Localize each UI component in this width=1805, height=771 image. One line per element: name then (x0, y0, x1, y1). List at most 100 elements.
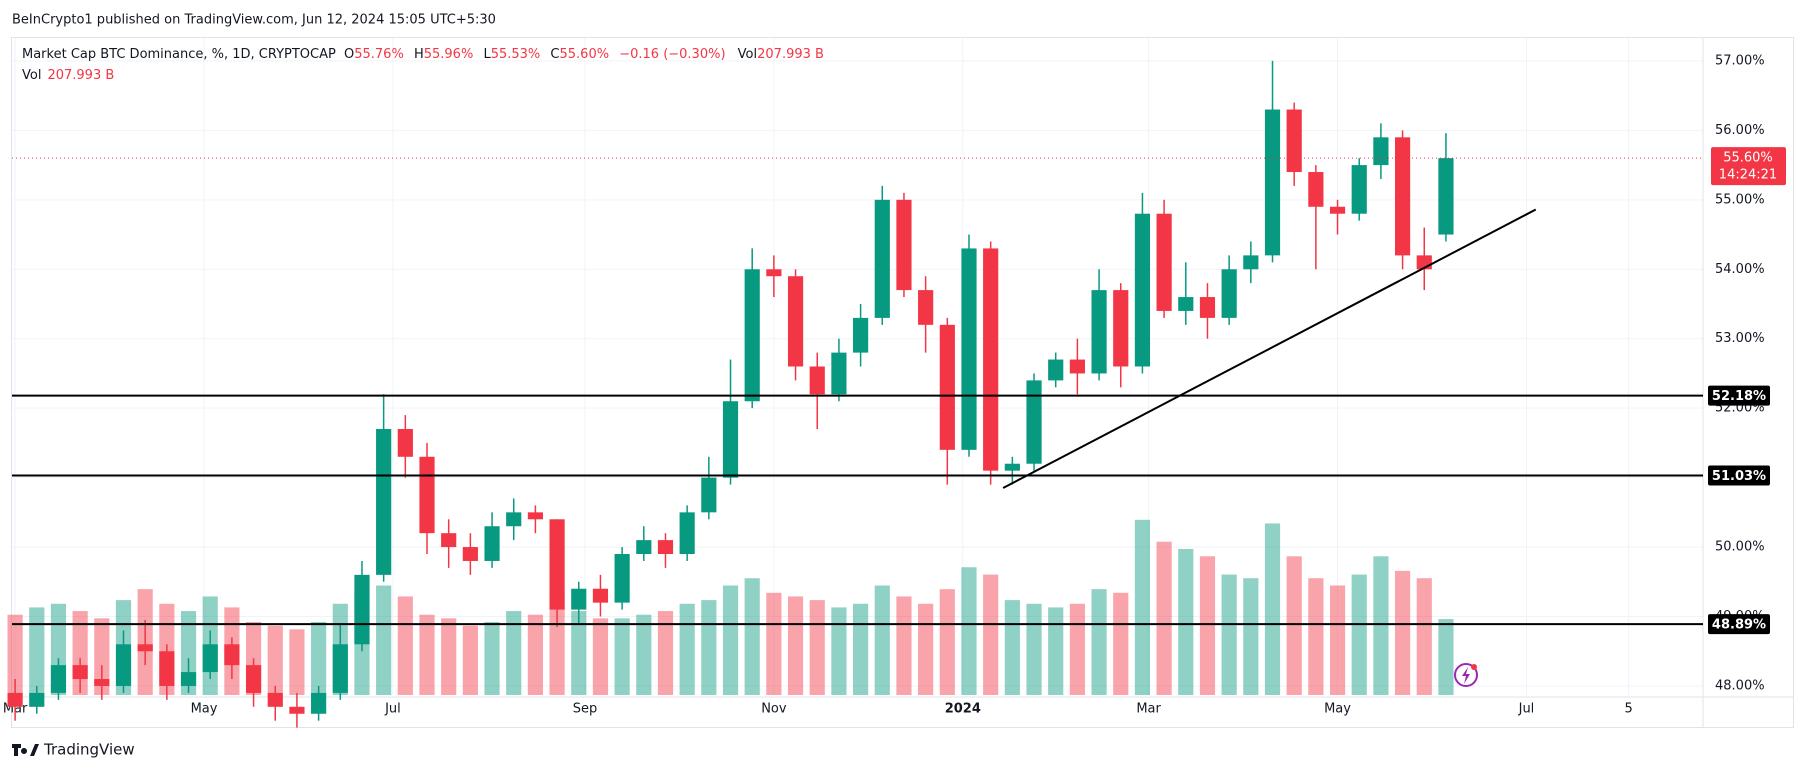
trend-line (1002, 208, 1537, 489)
last-price-label: 55.60% (1723, 151, 1773, 166)
candle-body (1048, 359, 1064, 381)
volume-bar (267, 625, 283, 695)
candle-body (289, 706, 305, 714)
candle-body (592, 588, 609, 603)
candle-body (1264, 109, 1281, 256)
candle-body (1069, 359, 1085, 374)
candle-body (549, 519, 565, 610)
volume-bar (701, 600, 717, 695)
candle-body (527, 512, 543, 520)
y-tick-label: 53.00% (1715, 331, 1765, 346)
volume-bar (29, 607, 45, 695)
candle-body (1438, 158, 1454, 235)
candle-body (50, 665, 67, 693)
candle-body (1004, 463, 1020, 471)
volume-bar (1069, 603, 1085, 695)
legend-value: 55.96% (424, 47, 474, 62)
candle-body (853, 317, 869, 353)
candle-body (332, 644, 348, 693)
volume-bar (397, 596, 413, 695)
x-tick-label: May (191, 702, 218, 717)
volume-bar (592, 618, 609, 695)
candle-body (722, 401, 739, 478)
legend-value: 55.53% (491, 47, 541, 62)
x-tick-label: May (1324, 702, 1351, 717)
level-label: 51.03% (1712, 469, 1766, 484)
volume-bar (311, 622, 327, 695)
candle-body (159, 651, 175, 686)
volume-bar (7, 614, 23, 695)
volume-bar (636, 614, 652, 695)
candle-body (1091, 290, 1107, 374)
y-tick-label: 57.00% (1715, 53, 1765, 68)
legend-change: −0.16 (−0.30%) (619, 47, 725, 62)
volume-bar (809, 600, 825, 695)
volume-bar (1394, 570, 1411, 695)
level-tag (1708, 465, 1770, 486)
volume-bar (484, 622, 500, 695)
volume-bar (1438, 619, 1454, 695)
y-tick-label: 55.00% (1715, 192, 1765, 207)
candle-body (462, 547, 478, 561)
volume-bar (961, 567, 977, 695)
volume-bar (376, 585, 392, 695)
volume-bar (1199, 556, 1216, 695)
level-label: 52.18% (1712, 389, 1766, 404)
candle-body (137, 644, 153, 652)
volume-bar (1004, 600, 1020, 695)
brand-name: TradingView (43, 741, 135, 759)
volume-bar (766, 592, 782, 695)
volume-legend: Vol 207.993 B (22, 68, 114, 83)
level-tag (1708, 614, 1770, 635)
candle-body (1308, 172, 1324, 207)
legend-value: 207.993 B (757, 47, 824, 62)
candle-body (809, 366, 825, 395)
candle-body (224, 644, 240, 666)
candle-body (72, 665, 88, 680)
candle-body (397, 429, 413, 457)
volume-bar (1178, 549, 1194, 695)
chart-frame (11, 37, 1794, 728)
legend-key: O (344, 47, 354, 62)
candle-body (1113, 290, 1129, 367)
volume-bar (1264, 523, 1281, 695)
candle-body (701, 477, 717, 513)
legend-key: L (483, 47, 491, 62)
y-tick-label: 56.00% (1715, 123, 1765, 138)
brand-logo (12, 744, 39, 756)
level-tag (1708, 385, 1770, 406)
volume-bar (787, 596, 804, 695)
volume-bar (419, 614, 435, 695)
candle-body (1221, 269, 1237, 318)
candle-body (245, 665, 262, 693)
candle-body (744, 269, 760, 402)
y-tick-label: 48.00% (1715, 678, 1765, 693)
candle-body (506, 512, 522, 527)
volume-bar (744, 578, 760, 695)
volume-bar (679, 603, 695, 695)
x-tick-label: 2024 (945, 702, 981, 717)
legend-key: H (414, 47, 424, 62)
y-tick-label: 54.00% (1715, 262, 1765, 277)
countdown-label: 14:24:21 (1719, 168, 1777, 183)
volume-bar (983, 574, 999, 695)
legend-value: 55.76% (354, 47, 404, 62)
candle-body (7, 692, 23, 707)
x-tick-label: Jul (384, 702, 401, 717)
volume-bar (1351, 574, 1367, 695)
candle-body (29, 692, 45, 707)
candle-body (354, 574, 370, 645)
candle-body (874, 199, 890, 318)
volume-bar (896, 596, 912, 695)
candle-body (1373, 137, 1389, 166)
candle-body (679, 512, 695, 555)
candle-body (983, 248, 999, 471)
volume-bar (1156, 541, 1172, 695)
volume-bar (1373, 556, 1389, 695)
volume-bar (939, 589, 955, 695)
volume-bar (1134, 519, 1151, 695)
volume-bar (874, 585, 890, 695)
candle-body (1286, 109, 1302, 173)
volume-bar (549, 592, 565, 695)
